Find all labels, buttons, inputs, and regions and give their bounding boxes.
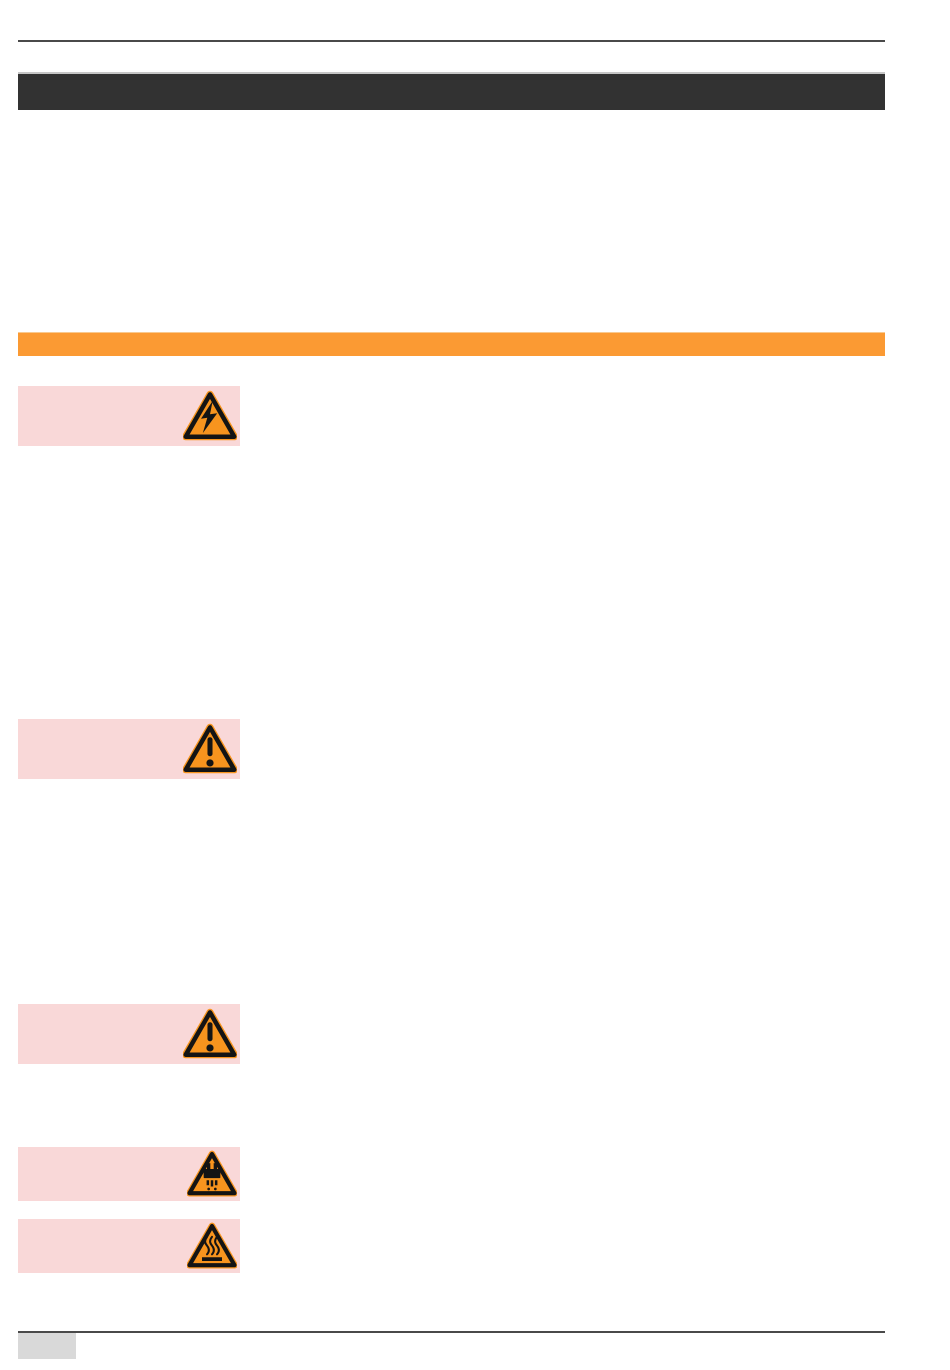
electrical-hazard-icon [183,390,237,441]
warning-callout-box [18,1219,240,1273]
warning-callout-box [18,719,240,779]
section-heading-bar [18,332,885,356]
warning-callout-box [18,1004,240,1064]
hot-surface-icon [187,1222,237,1269]
warning-callout-box [18,386,240,446]
general-warning-icon [183,723,237,774]
footer-rule [18,1331,885,1333]
unplug-connector-icon [187,1150,237,1197]
chapter-title-bar [18,72,885,110]
header-top-rule [18,40,885,42]
general-warning-icon [183,1008,237,1059]
warning-callout-box [18,1147,240,1201]
page-number-badge [18,1333,76,1359]
